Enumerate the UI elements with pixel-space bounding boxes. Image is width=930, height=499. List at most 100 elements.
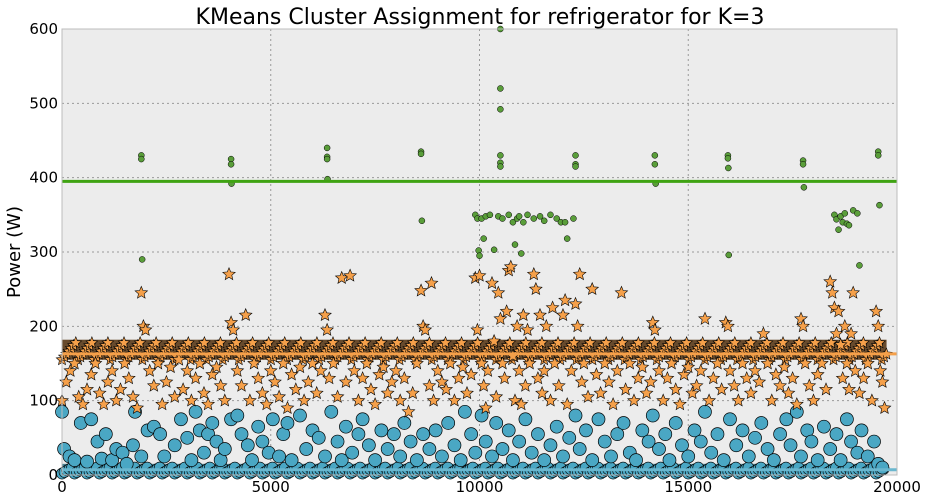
mid-cluster-point (470, 322, 485, 336)
high-cluster-point (876, 201, 883, 209)
low-cluster-point (374, 423, 389, 438)
mid-cluster-point (785, 371, 800, 385)
low-cluster-point (205, 416, 220, 430)
y-tick-label: 0 (48, 466, 58, 484)
mid-cluster-marker (615, 336, 629, 349)
low-cluster-point (585, 453, 600, 467)
mid-cluster-point (689, 378, 704, 392)
low-cluster-point (860, 449, 875, 464)
mid-cluster-point (585, 281, 600, 296)
low-cluster-point (823, 442, 838, 456)
high-cluster-point (497, 106, 504, 113)
low-cluster-point (549, 419, 564, 434)
mid-cluster-marker (744, 336, 758, 349)
mid-cluster-point (318, 307, 332, 322)
mid-cluster-point (877, 400, 892, 415)
low-cluster-point (489, 416, 504, 430)
high-cluster-point (841, 210, 849, 217)
mid-cluster-marker (181, 336, 195, 349)
mid-cluster-point (476, 378, 491, 392)
low-cluster-point (658, 427, 673, 441)
high-cluster-point (417, 150, 425, 158)
mid-cluster-point (518, 378, 533, 392)
mid-cluster-point (151, 356, 165, 370)
mid-cluster-point (672, 397, 687, 411)
mid-cluster-point (735, 356, 750, 370)
mid-cluster-point (389, 363, 403, 377)
mid-cluster-point (117, 356, 132, 370)
mid-cluster-point (825, 285, 840, 299)
low-cluster-point (174, 412, 188, 427)
low-cluster-point (867, 434, 881, 449)
high-cluster-point (856, 262, 863, 269)
mid-cluster-marker (246, 336, 260, 349)
high-cluster-point (476, 252, 483, 259)
low-cluster-point (98, 427, 113, 441)
mid-cluster-point (533, 307, 547, 322)
low-cluster-point (153, 427, 167, 441)
low-cluster-point (652, 442, 666, 456)
mid-cluster-point (706, 371, 721, 385)
mid-cluster-marker (696, 335, 710, 349)
high-cluster-point (845, 221, 853, 229)
mid-cluster-point (322, 371, 337, 385)
mid-cluster-point (447, 393, 462, 407)
mid-cluster-point (224, 315, 239, 329)
low-cluster-point (255, 434, 270, 449)
low-cluster-point (783, 438, 798, 453)
mid-cluster-point (727, 378, 742, 392)
mid-cluster-marker (342, 336, 356, 349)
low-cluster-point (754, 416, 769, 430)
mid-cluster-point (63, 363, 78, 377)
mid-cluster-point (831, 304, 846, 318)
low-cluster-point (458, 404, 472, 419)
mid-cluster-point (376, 359, 391, 374)
mid-cluster-marker (712, 336, 726, 349)
mid-cluster-point (489, 389, 504, 403)
mid-cluster-point (514, 397, 529, 411)
mid-cluster-point (798, 356, 813, 370)
mid-cluster-marker (278, 336, 292, 349)
mid-cluster-point (842, 382, 856, 396)
mid-cluster-point (209, 359, 224, 374)
mid-cluster-marker (728, 336, 742, 349)
mid-cluster-point (558, 293, 573, 307)
y-tick-label: 600 (29, 20, 58, 38)
low-cluster-point (355, 412, 370, 427)
mid-cluster-point (564, 363, 579, 377)
mid-cluster-point (710, 356, 725, 370)
mid-cluster-marker (422, 336, 436, 349)
mid-cluster-point (643, 374, 658, 388)
mid-cluster-point (180, 363, 195, 377)
high-cluster-point (530, 215, 538, 222)
mid-cluster-point (570, 319, 585, 333)
low-cluster-point (668, 416, 683, 430)
high-cluster-point (323, 144, 331, 152)
mid-cluster-marker (664, 336, 677, 349)
high-cluster-point (547, 211, 554, 219)
mid-cluster-point (242, 393, 257, 407)
mid-cluster-point (606, 397, 621, 411)
mid-cluster-point (597, 356, 612, 370)
mid-cluster-point (823, 274, 838, 288)
low-cluster-point (543, 438, 558, 453)
plot-frame (61, 28, 898, 476)
low-cluster-point (875, 460, 890, 475)
mid-cluster-marker (149, 335, 163, 349)
low-cluster-point (318, 449, 332, 464)
mid-cluster-point (464, 367, 479, 381)
mid-cluster-point (487, 333, 502, 348)
low-cluster-point (339, 419, 353, 434)
mid-cluster-point (96, 397, 111, 411)
mid-cluster-point (802, 378, 817, 392)
low-cluster-point (704, 445, 719, 460)
low-cluster-point (184, 453, 199, 467)
mid-cluster-point (80, 382, 94, 396)
mid-cluster-point (526, 267, 541, 281)
low-cluster-point (610, 427, 625, 441)
mid-cluster-point (531, 371, 545, 385)
low-cluster-point (299, 442, 314, 456)
high-cluster-point (553, 215, 560, 222)
mid-cluster-point (627, 393, 641, 407)
high-cluster-point (725, 251, 732, 259)
